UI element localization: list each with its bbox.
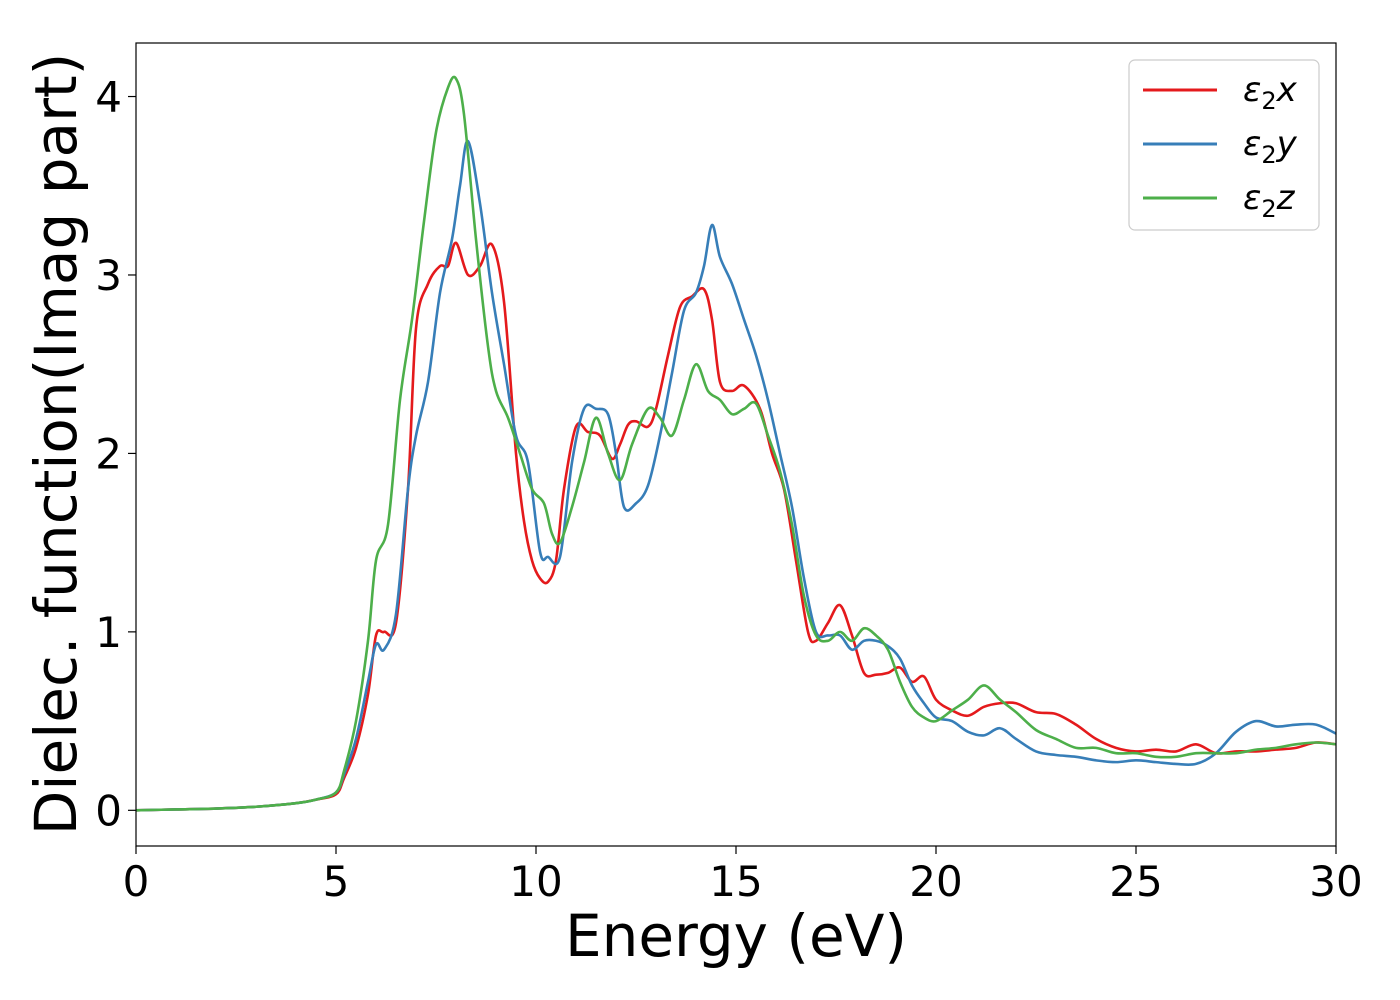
x-tick-label: 20 (909, 857, 962, 906)
y-tick-label: 3 (95, 251, 122, 300)
series-line-z (136, 75, 1336, 812)
legend-label-y: ε2y (1243, 124, 1298, 169)
x-tick-label: 10 (509, 857, 562, 906)
x-tick-label: 30 (1309, 857, 1362, 906)
legend-box (1128, 59, 1320, 231)
x-tick-label: 15 (709, 857, 762, 906)
x-tick-label: 5 (323, 857, 350, 906)
series-layer (136, 75, 1336, 812)
y-tick-label: 4 (95, 73, 122, 122)
series-line-y (136, 139, 1336, 812)
legend-label-z: ε2z (1243, 178, 1296, 223)
y-axis-title: Dielec. function(Imag part) (22, 53, 90, 836)
x-tick-label: 25 (1109, 857, 1162, 906)
y-tick-label: 1 (95, 608, 122, 657)
series-line-x (136, 241, 1336, 812)
x-axis-title: Energy (eV) (565, 902, 907, 970)
x-axis-ticks: 0 5 10 15 20 25 30 (123, 846, 1363, 906)
y-axis-ticks: 0 1 2 3 4 (95, 73, 136, 835)
y-tick-label: 0 (95, 786, 122, 835)
x-tick-label: 0 (123, 857, 150, 906)
y-tick-label: 2 (95, 429, 122, 478)
legend-label-x: ε2x (1243, 70, 1298, 115)
legend: ε2x ε2y ε2z (1128, 59, 1320, 231)
legend-items: ε2x ε2y ε2z (1143, 70, 1298, 223)
